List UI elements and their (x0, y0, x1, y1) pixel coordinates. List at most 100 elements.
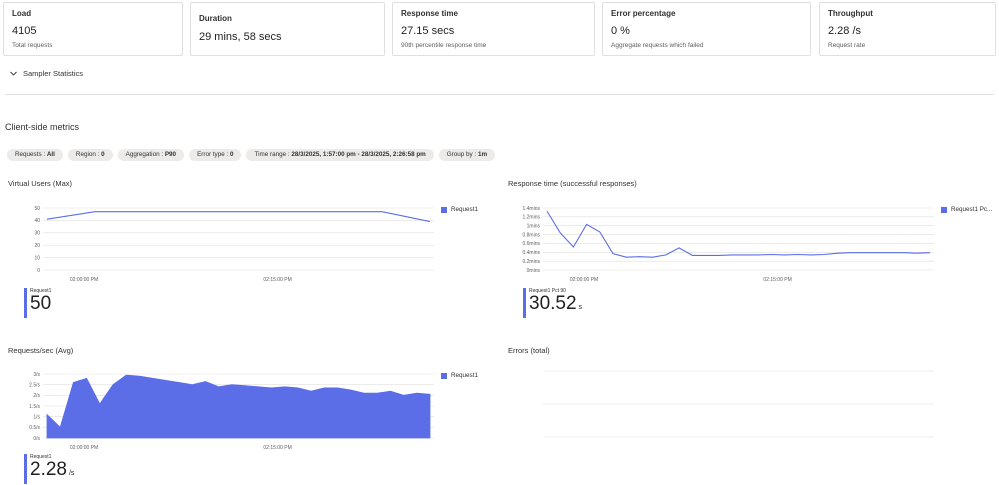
card-value: 27.15 secs (401, 25, 455, 37)
legend-label: Request1 Pc... (951, 206, 993, 213)
card-title: Error percentage (611, 9, 676, 18)
summary-unit: /s (68, 470, 75, 477)
pill-value: P90 (164, 151, 177, 158)
y-tick-label: 1/s (33, 414, 40, 420)
filter-pill-aggregation[interactable]: Aggregation : P90 (117, 149, 185, 161)
y-tick-label: 1mins (527, 224, 541, 230)
x-tick-label: 02:15:00 PM (263, 277, 291, 283)
card-subtitle: Request rate (828, 42, 866, 49)
legend-swatch (941, 206, 947, 213)
legend-swatch (441, 372, 447, 379)
filter-pill-group-by[interactable]: Group by : 1m (438, 149, 496, 161)
y-tick-label: 30 (34, 231, 40, 237)
errors-chart (543, 370, 934, 438)
filter-pill-requests[interactable]: Requests : All (7, 149, 63, 161)
filter-pill-region[interactable]: Region : 0 (67, 149, 113, 161)
y-tick-label: 0/s (33, 436, 40, 442)
pill-key: Requests : (15, 151, 47, 158)
pill-key: Region : (75, 151, 102, 158)
requests-per-sec-chart: 0/s 0.5/s 1/s 1.5/s 2/s 2.5/s 3/s 02:00:00 PM 02… (29, 372, 434, 451)
pill-value: 0 (229, 151, 234, 158)
y-tick-label: 1.5/s (29, 404, 40, 410)
pill-key: Time range : (254, 151, 292, 158)
summary-value: 50 (30, 293, 52, 314)
requests-per-sec-summary: Request1 2.28/s (24, 454, 74, 484)
divider (5, 94, 994, 95)
chevron-down-icon (10, 71, 17, 76)
card-value: 29 mins, 58 secs (199, 31, 282, 43)
virtual-users-summary: Request1 50 (24, 288, 53, 318)
x-tick-label: 02:15:00 PM (763, 277, 791, 283)
summary-value: 30.52 (529, 293, 577, 314)
response-time-legend[interactable]: Request1 Pc... (941, 206, 992, 213)
client-side-metrics-heading: Client-side metrics (5, 122, 80, 132)
pill-value: 1m (477, 151, 488, 158)
summary-label: Request1 Pct 90 (529, 288, 566, 294)
y-tick-label: 3/s (33, 372, 40, 378)
y-tick-label: 0.4mins (522, 250, 540, 256)
sampler-statistics-toggle[interactable]: Sampler Statistics (10, 69, 83, 78)
card-title: Response time (401, 9, 458, 18)
filter-pills: Requests : All Region : 0 Aggregation : … (7, 149, 496, 161)
y-tick-label: 2/s (33, 393, 40, 399)
kpi-card-error-percentage: Error percentage 0 % Aggregate requests … (602, 2, 811, 56)
legend-swatch (441, 206, 447, 213)
card-value: 4105 (12, 25, 37, 37)
pill-value: 0 (101, 151, 105, 158)
legend-label: Request1 (451, 372, 478, 379)
card-value: 0 % (611, 25, 630, 37)
card-subtitle: Aggregate requests which failed (611, 42, 704, 49)
card-title: Throughput (828, 9, 873, 18)
summary-label: Request1 (30, 454, 52, 460)
legend-label: Request1 (451, 206, 478, 213)
card-title: Duration (199, 14, 232, 23)
errors-title: Errors (total) (508, 346, 550, 355)
summary-unit: s (578, 304, 583, 311)
virtual-users-title: Virtual Users (Max) (8, 179, 73, 188)
y-tick-label: 0.8mins (522, 232, 540, 238)
pill-value: 28/3/2025, 1:57:00 pm - 28/3/2025, 2:26:… (291, 151, 426, 158)
kpi-card-duration: Duration 29 mins, 58 secs (190, 2, 385, 56)
summary-label: Request1 (30, 288, 52, 294)
virtual-users-legend[interactable]: Request1 (441, 206, 478, 213)
requests-per-sec-legend[interactable]: Request1 (441, 372, 478, 379)
kpi-card-load: Load 4105 Total requests (3, 2, 183, 56)
y-tick-label: 40 (34, 218, 40, 224)
series-area (46, 374, 431, 439)
y-tick-label: 0.6mins (522, 241, 540, 247)
pill-key: Error type : (197, 151, 230, 158)
x-tick-label: 02:15:00 PM (263, 445, 291, 451)
filter-pill-time-range[interactable]: Time range : 28/3/2025, 1:57:00 pm - 28/… (246, 149, 434, 161)
x-tick-label: 02:00:00 PM (570, 277, 598, 283)
card-value: 2.28 /s (828, 25, 862, 37)
y-tick-label: 20 (34, 243, 40, 249)
summary-value: 2.28 (30, 459, 67, 480)
card-subtitle: Total requests (12, 42, 53, 49)
kpi-card-response-time: Response time 27.15 secs 90th percentile… (392, 2, 595, 56)
response-time-chart: 0mins 0.2mins 0.4mins 0.6mins 0.8mins 1mins 1.… (522, 206, 934, 283)
x-tick-label: 02:00:00 PM (70, 277, 98, 283)
response-time-summary: Request1 Pct 90 30.52 s (523, 288, 582, 318)
pill-key: Group by : (446, 151, 478, 158)
card-title: Load (12, 9, 32, 18)
kpi-card-throughput: Throughput 2.28 /s Request rate (819, 2, 996, 56)
response-time-title: Response time (successful responses) (508, 179, 637, 188)
x-tick-label: 02:00:00 PM (70, 445, 98, 451)
y-tick-label: 1.4mins (522, 206, 540, 212)
y-tick-label: 0mins (527, 268, 541, 274)
card-subtitle: 90th percentile response time (401, 42, 487, 49)
pill-key: Aggregation : (125, 151, 165, 158)
y-tick-label: 0.2mins (522, 259, 540, 265)
pill-value: All (46, 151, 55, 158)
requests-per-sec-title: Requests/sec (Avg) (8, 346, 74, 355)
series-line (46, 211, 431, 223)
filter-pill-error-type[interactable]: Error type : 0 (189, 149, 242, 161)
virtual-users-chart: 0 10 20 30 40 50 02:00:00 PM 02:15:00 PM (34, 206, 434, 283)
y-tick-label: 10 (34, 255, 40, 261)
y-tick-label: 2.5/s (29, 382, 40, 388)
series-line (546, 210, 931, 258)
sampler-statistics-label: Sampler Statistics (23, 69, 84, 78)
y-tick-label: 0 (37, 268, 40, 274)
y-tick-label: 1.2mins (522, 215, 540, 221)
y-tick-label: 0.5/s (29, 425, 40, 431)
